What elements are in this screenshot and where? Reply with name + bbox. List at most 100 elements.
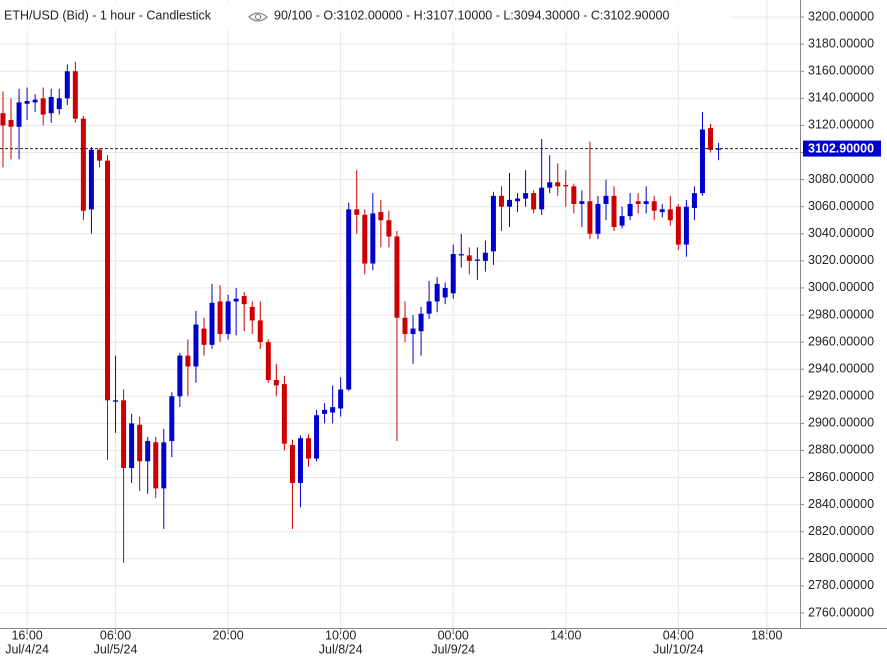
- chart-info: 90/100 - O:3102.00000 - H:3107.10000 - L…: [274, 8, 669, 22]
- candle-body: [56, 98, 62, 110]
- candle-body: [338, 389, 344, 409]
- candle-body: [137, 424, 143, 462]
- y-tick-label: 3160.00000: [808, 64, 874, 78]
- x-tick-label: 04:00: [663, 628, 694, 642]
- y-tick-label: 3040.00000: [808, 226, 874, 240]
- candle-body: [691, 193, 697, 209]
- x-tick-date: Jul/10/24: [653, 642, 704, 656]
- candle-body: [394, 236, 400, 318]
- y-tick-label: 3140.00000: [808, 91, 874, 105]
- chart-title: ETH/USD (Bid) - 1 hour - Candlestick: [4, 8, 212, 22]
- candle-body: [297, 438, 303, 483]
- y-tick-label: 2880.00000: [808, 443, 874, 457]
- candle-body: [474, 259, 480, 261]
- candle-body: [370, 213, 376, 264]
- y-tick-label: 3020.00000: [808, 253, 874, 267]
- y-tick-label: 2920.00000: [808, 389, 874, 403]
- candle-body: [587, 201, 593, 234]
- x-tick-label: 00:00: [438, 628, 469, 642]
- y-tick-label: 3180.00000: [808, 36, 874, 50]
- header-bg: [0, 2, 730, 30]
- candle-body: [257, 320, 263, 343]
- candle-body: [635, 201, 641, 204]
- candle-body: [651, 201, 657, 211]
- candle-body: [153, 442, 159, 489]
- candle-body: [354, 209, 360, 215]
- x-tick-label: 16:00: [11, 628, 42, 642]
- candle-body: [418, 313, 424, 332]
- candle-body: [611, 195, 617, 227]
- candle-body: [716, 148, 722, 150]
- candle-body: [330, 407, 336, 413]
- candle-body: [410, 328, 416, 334]
- candle-body: [233, 298, 239, 302]
- candle-body: [80, 118, 86, 211]
- y-tick-label: 2960.00000: [808, 334, 874, 348]
- candle-body: [507, 199, 512, 207]
- candle-body: [48, 96, 54, 114]
- candle-body: [490, 195, 496, 252]
- x-tick-label: 20:00: [212, 628, 243, 642]
- candle-body: [249, 306, 255, 321]
- candle-body: [209, 302, 215, 345]
- candle-body: [699, 129, 705, 194]
- candle-body: [129, 423, 135, 469]
- y-tick-label: 2780.00000: [808, 578, 874, 592]
- candle-body: [281, 384, 287, 444]
- candle-body: [64, 71, 70, 99]
- y-tick-label: 2940.00000: [808, 361, 874, 375]
- candle-body: [8, 119, 14, 127]
- candle-body: [547, 182, 553, 188]
- candle-body: [121, 400, 127, 469]
- candle-body: [450, 254, 456, 294]
- y-tick-label: 3080.00000: [808, 172, 874, 186]
- candle-body: [40, 98, 46, 115]
- candle-body: [113, 400, 119, 402]
- candle-body: [515, 198, 521, 202]
- candle-body: [161, 442, 167, 489]
- last-price-label: 3102.90000: [808, 141, 874, 155]
- y-tick-label: 2820.00000: [808, 524, 874, 538]
- candle-body: [16, 102, 22, 127]
- candle-body: [362, 214, 368, 264]
- y-tick-label: 2800.00000: [808, 551, 874, 565]
- candle-body: [177, 355, 183, 397]
- candle-body: [402, 317, 408, 334]
- x-tick-date: Jul/8/24: [319, 642, 363, 656]
- candle-body: [531, 193, 537, 210]
- candle-body: [346, 209, 352, 390]
- x-tick-label: 14:00: [550, 628, 581, 642]
- candle-body: [24, 101, 30, 104]
- last-price-box: [803, 140, 881, 157]
- x-tick-date: Jul/5/24: [94, 642, 138, 656]
- candle-body: [466, 255, 472, 261]
- candle-body: [145, 440, 151, 462]
- candle-body: [523, 193, 529, 199]
- candle-body: [265, 342, 271, 381]
- y-tick-label: 2860.00000: [808, 470, 874, 484]
- candle-body: [659, 209, 665, 213]
- candle-body: [32, 99, 38, 103]
- candle-body: [241, 296, 247, 305]
- candle-body: [595, 203, 601, 234]
- candle-body: [603, 195, 609, 204]
- candle-body: [378, 212, 384, 221]
- candle-body: [185, 355, 191, 367]
- candle-body: [498, 195, 504, 207]
- x-tick-label: 10:00: [325, 628, 356, 642]
- y-tick-label: 3120.00000: [808, 118, 874, 132]
- candle-body: [708, 128, 714, 150]
- candle-body: [539, 187, 545, 210]
- candle-body: [289, 445, 295, 483]
- candle-body: [619, 216, 625, 226]
- candle-body: [386, 220, 392, 237]
- candle-body: [434, 283, 440, 302]
- x-tick-label: 06:00: [100, 628, 131, 642]
- candle-body: [88, 149, 94, 210]
- candle-body: [225, 301, 231, 334]
- candle-body: [201, 328, 207, 345]
- candle-body: [169, 396, 175, 441]
- y-tick-label: 2900.00000: [808, 416, 874, 430]
